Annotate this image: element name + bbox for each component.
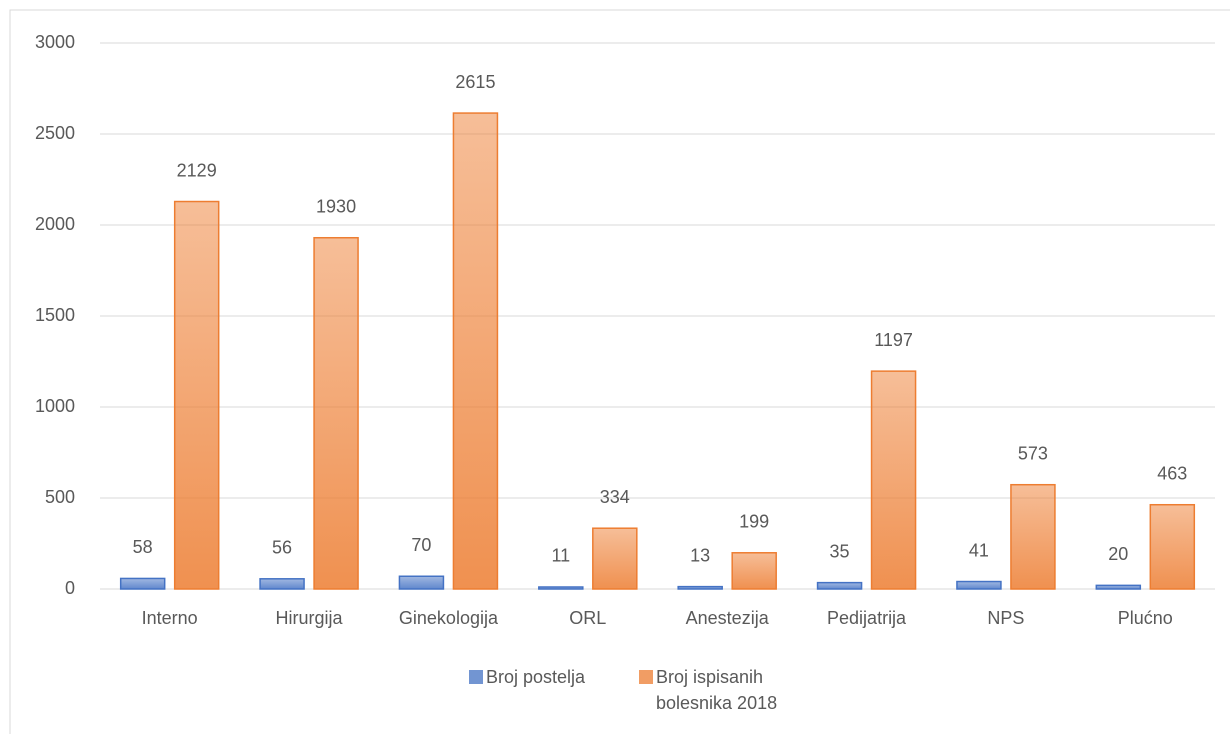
y-tick-label: 1000 [35,396,75,416]
y-tick-label: 2500 [35,123,75,143]
data-label: 70 [411,535,431,555]
x-tick-label: NPS [987,608,1024,628]
bar [870,370,917,590]
bar [731,552,777,590]
legend-label: Broj postelja [486,667,586,687]
data-label: 41 [969,540,989,560]
y-tick-label: 2000 [35,214,75,234]
data-label: 20 [1108,544,1128,564]
data-label: 11 [551,546,570,566]
bar [538,586,584,590]
chart-frame [9,9,1230,734]
x-tick-label: Pedijatrija [827,608,907,628]
data-label: 463 [1157,463,1187,483]
data-label: 334 [600,487,630,507]
bar [677,585,723,590]
bar [398,575,445,590]
bar [956,580,1002,590]
bar [816,581,863,590]
x-tick-label: ORL [569,608,606,628]
data-label: 1930 [316,196,356,216]
data-label: 573 [1018,443,1048,463]
bar [259,578,305,590]
legend-label: Broj ispisanih bolesnika 2018 [656,667,778,713]
bar [1095,584,1142,590]
data-label: 56 [272,538,292,558]
bar [452,112,499,590]
legend-item: Broj ispisanih bolesnika 2018 [639,664,826,716]
bar [313,236,359,590]
bar [119,577,166,590]
data-label: 58 [133,537,153,557]
x-tick-label: Interno [142,608,198,628]
x-tick-label: Ginekologija [399,608,499,628]
data-label: 2615 [455,72,495,92]
y-tick-label: 1500 [35,305,75,325]
x-tick-label: Plućno [1118,608,1173,628]
bar [1010,483,1056,590]
data-label: 35 [830,541,850,561]
legend-swatch [469,670,483,684]
data-label: 13 [690,545,710,565]
bar [173,200,220,590]
y-tick-label: 3000 [35,32,75,52]
bar [1149,503,1196,590]
y-tick-label: 0 [65,578,75,598]
x-tick-label: Hirurgija [276,608,344,628]
legend-item: Broj postelja [469,664,596,690]
data-label: 2129 [177,160,217,180]
bar [592,527,638,590]
data-label: 1197 [874,330,913,350]
x-tick-label: Anestezija [686,608,770,628]
y-tick-label: 500 [45,487,75,507]
data-label: 199 [739,512,769,532]
legend-swatch [639,670,653,684]
